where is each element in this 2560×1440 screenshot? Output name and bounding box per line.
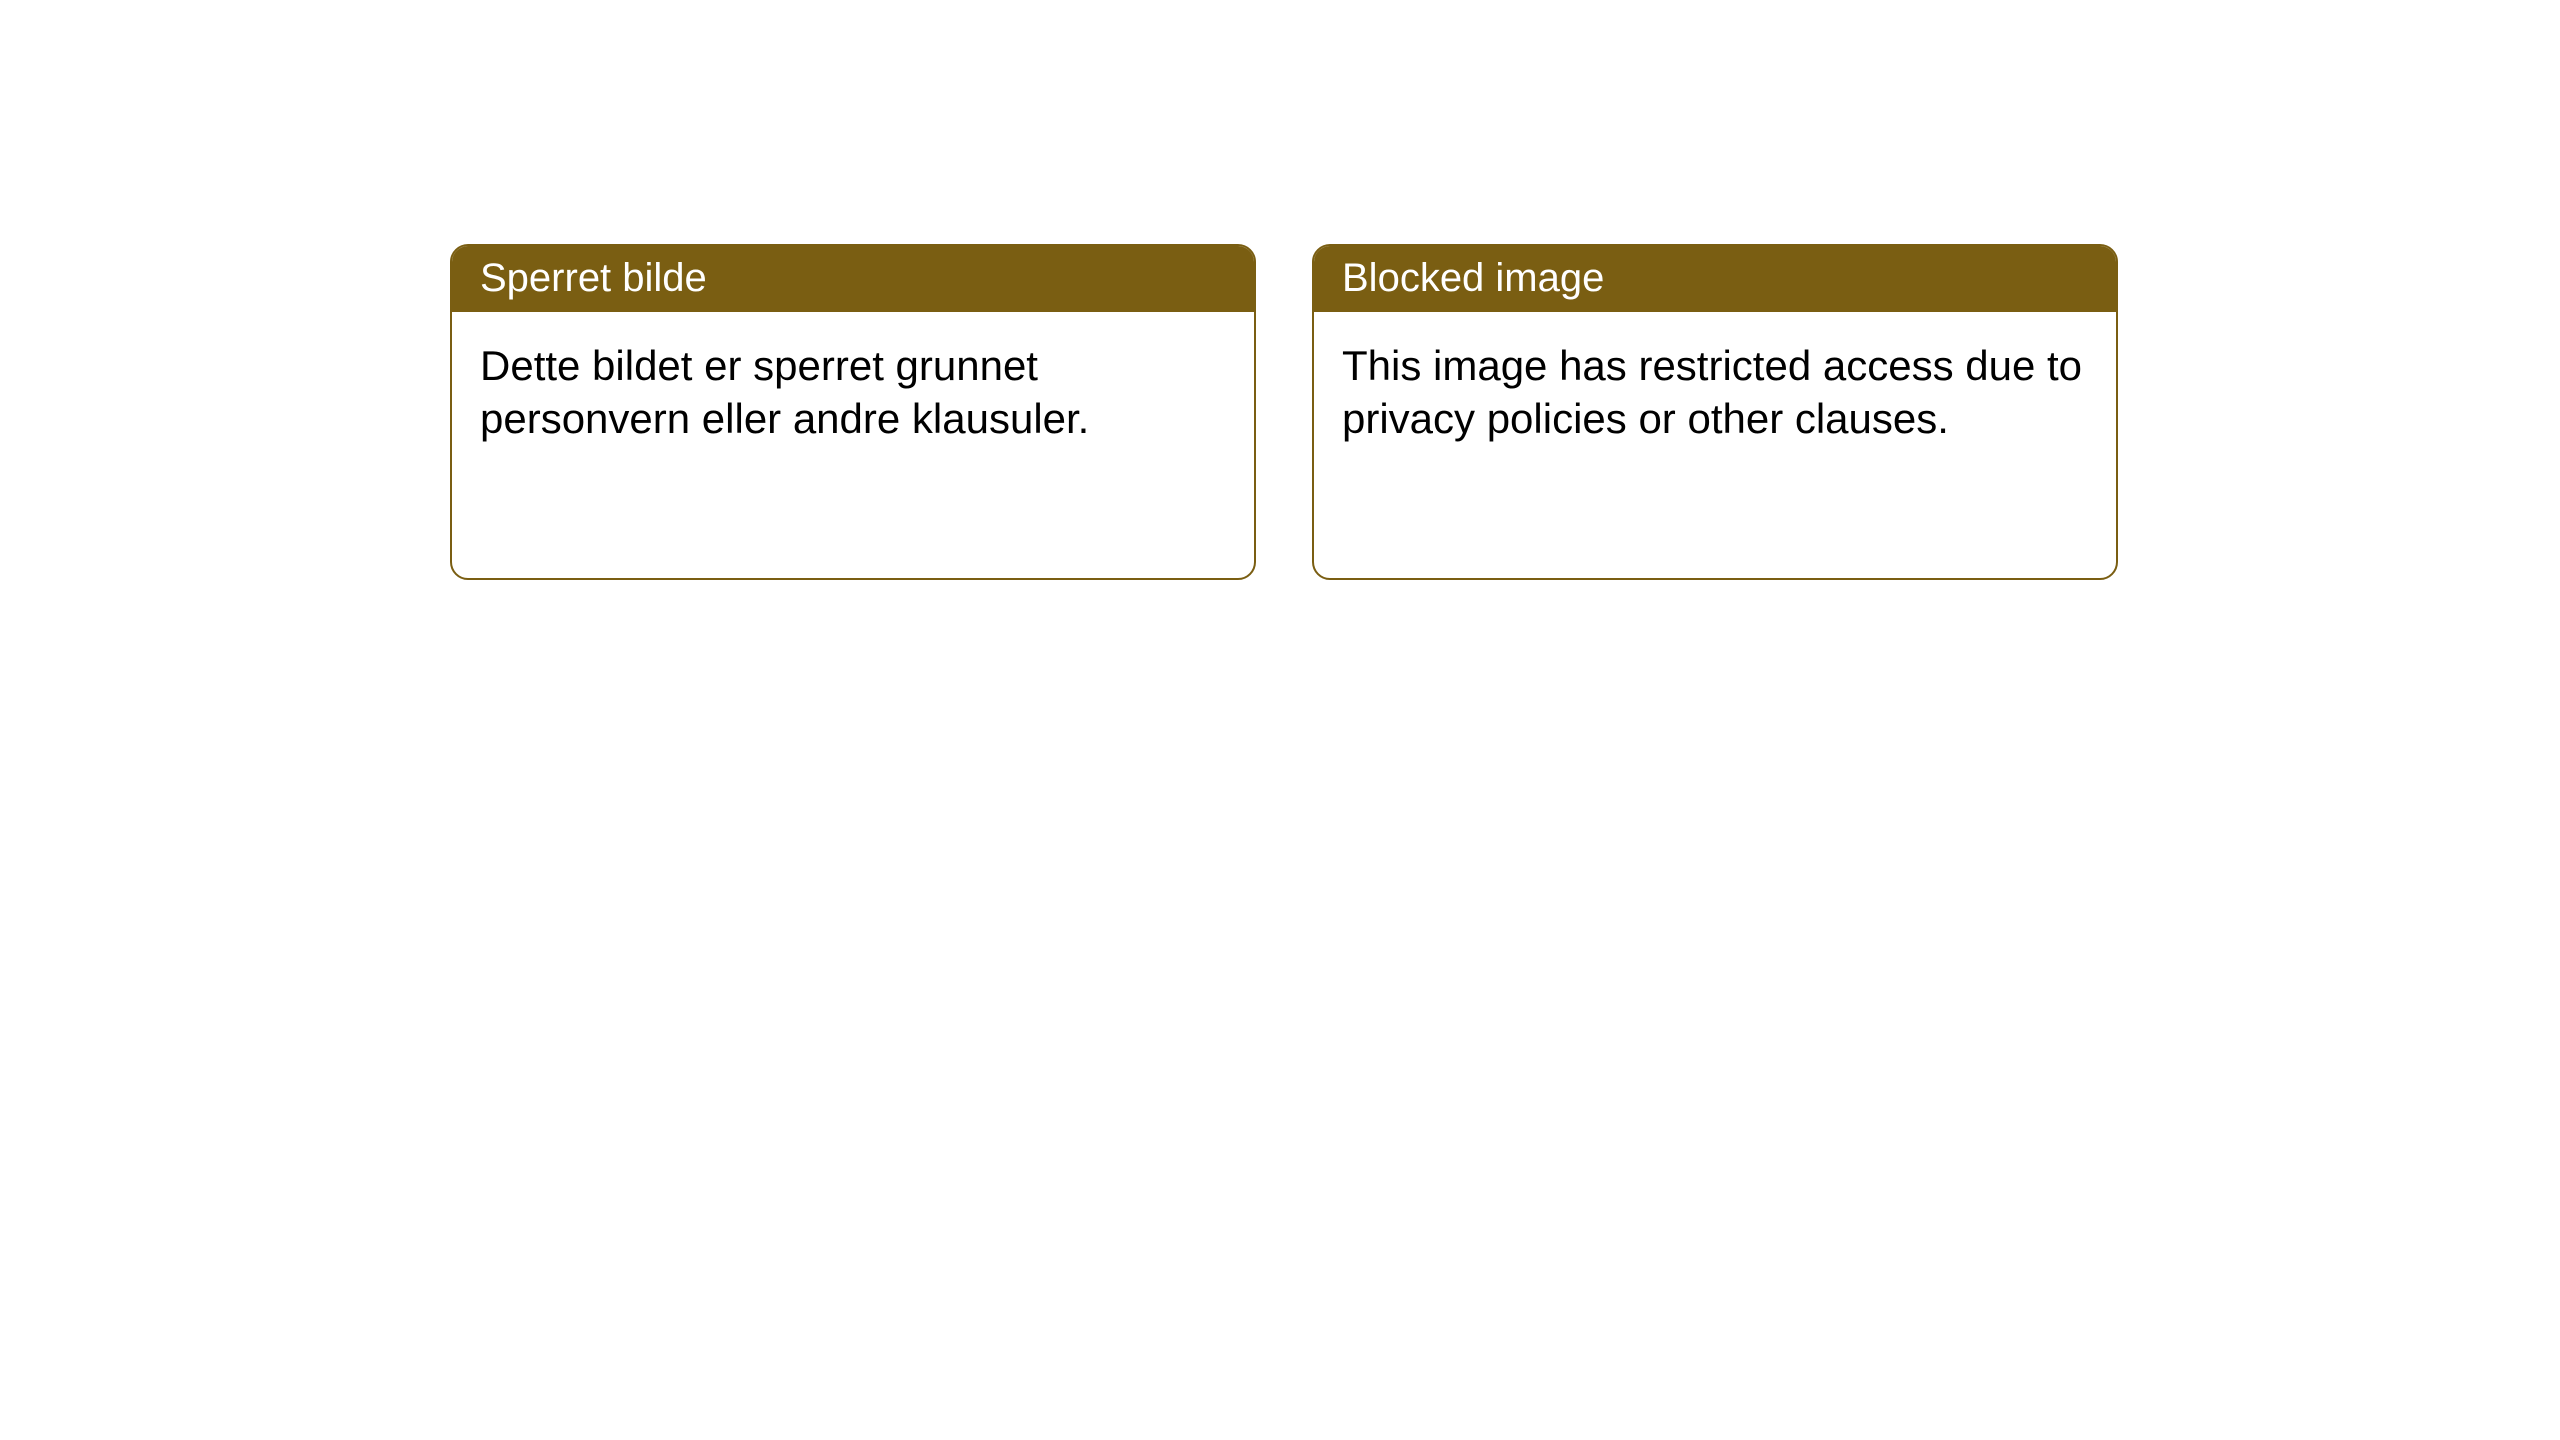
notice-container: Sperret bilde Dette bildet er sperret gr… xyxy=(0,0,2560,580)
notice-title: Blocked image xyxy=(1314,246,2116,312)
notice-title: Sperret bilde xyxy=(452,246,1254,312)
notice-body: This image has restricted access due to … xyxy=(1314,312,2116,473)
notice-box-english: Blocked image This image has restricted … xyxy=(1312,244,2118,580)
notice-body: Dette bildet er sperret grunnet personve… xyxy=(452,312,1254,473)
notice-box-norwegian: Sperret bilde Dette bildet er sperret gr… xyxy=(450,244,1256,580)
